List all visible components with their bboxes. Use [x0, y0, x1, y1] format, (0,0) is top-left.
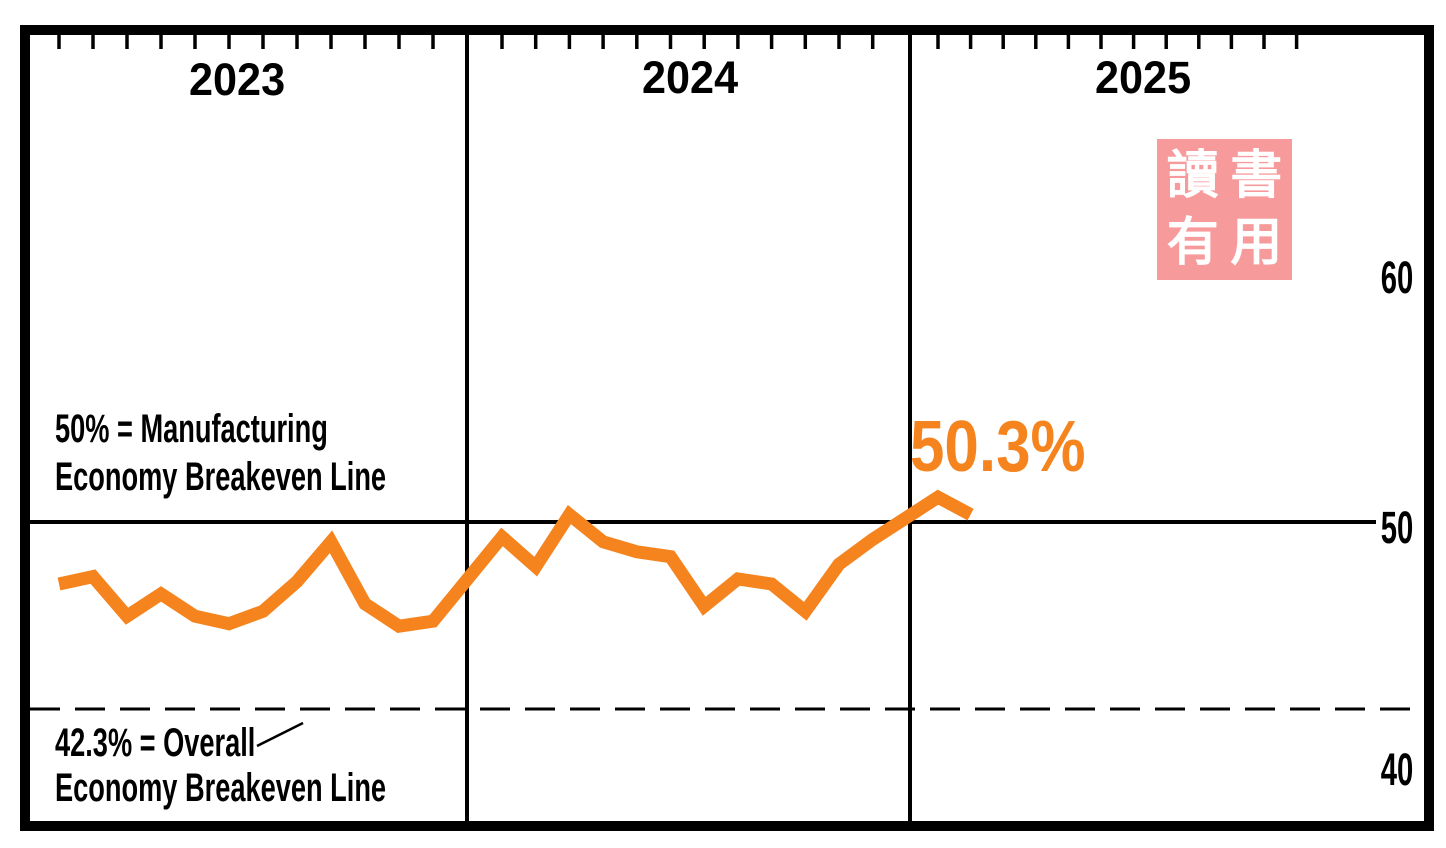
pmi-data-line — [57, 489, 974, 633]
year-label-2024-text: 2024 — [641, 52, 739, 103]
y-tick-50: 50 — [1352, 505, 1442, 550]
y-tick-60-text: 60 — [1380, 252, 1414, 303]
annotation-overall-breakeven: 42.3% = Overall Economy Breakeven Line — [55, 721, 386, 811]
year-label-2023: 2023 — [137, 57, 337, 102]
latest-value-text: 50.3% — [910, 407, 1086, 487]
year-label-2024: 2024 — [590, 55, 790, 100]
annotation-manufacturing-breakeven: 50% = Manufacturing Economy Breakeven Li… — [55, 405, 386, 501]
stamp-char-2: 書 — [1230, 145, 1283, 207]
y-tick-40: 40 — [1352, 747, 1442, 792]
annotation-manufacturing-line1: 50% = Manufacturing — [55, 407, 328, 451]
stamp-char-3: 有 — [1166, 211, 1219, 273]
seal-stamp: 讀 書 有 用 — [1157, 139, 1292, 280]
stamp-char-1: 讀 — [1166, 145, 1219, 207]
chart-border — [20, 25, 1434, 831]
callout-pointer-line — [256, 721, 304, 748]
y-tick-60: 60 — [1352, 255, 1442, 300]
annotation-manufacturing-line2: Economy Breakeven Line — [55, 455, 387, 499]
annotation-overall-line2: Economy Breakeven Line — [55, 766, 387, 810]
year-label-2023-text: 2023 — [188, 54, 286, 105]
y-tick-50-text: 50 — [1380, 502, 1414, 553]
month-tick-group — [57, 34, 1299, 49]
stamp-char-4: 用 — [1230, 211, 1283, 273]
latest-value-label: 50.3% — [910, 411, 1114, 483]
year-label-2025: 2025 — [1043, 55, 1243, 100]
year-label-2025-text: 2025 — [1094, 52, 1192, 103]
annotation-overall-line1: 42.3% = Overall — [55, 721, 256, 765]
y-tick-40-text: 40 — [1380, 744, 1414, 795]
